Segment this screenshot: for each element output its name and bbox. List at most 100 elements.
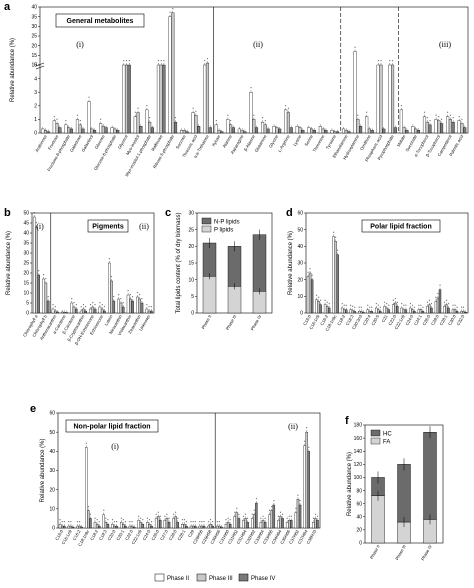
bar: [366, 309, 369, 314]
significance-mark: *: [250, 86, 252, 91]
significance-mark: *: [380, 59, 382, 64]
bar: [95, 523, 99, 529]
bar: [43, 130, 48, 134]
significance-mark: *: [238, 512, 240, 517]
significance-mark: *: [427, 300, 429, 305]
significance-mark: *: [371, 305, 373, 310]
category-label: Galactinol: [80, 134, 94, 153]
bar: [58, 523, 62, 529]
category-label: C20:5: [370, 313, 380, 326]
bar: [159, 64, 163, 134]
bottom-legend: Phase II Phase III Phase IV: [154, 573, 275, 582]
bar: [342, 309, 346, 314]
axis-break-marker: [35, 62, 45, 70]
legend-label: Phase II: [167, 576, 189, 582]
bar: [79, 310, 83, 314]
bar: [400, 307, 404, 314]
bar: [58, 127, 62, 134]
bar: [392, 304, 395, 314]
bar: [316, 520, 319, 529]
legend-label: HC: [383, 432, 392, 438]
significance-mark: *: [54, 305, 56, 310]
bar: [182, 130, 186, 134]
category-label: C18:2: [89, 528, 99, 541]
y-tick-label: 45: [23, 221, 29, 227]
bar: [451, 121, 455, 134]
significance-mark: *: [107, 518, 109, 523]
bar: [422, 116, 427, 134]
bar: [113, 525, 116, 529]
bar: [120, 522, 123, 529]
significance-mark: *: [234, 510, 236, 515]
y-tick-label: 160: [354, 436, 363, 442]
bar: [324, 130, 328, 134]
significance-mark: *: [401, 103, 403, 108]
significance-mark: *: [461, 117, 463, 122]
bar: [249, 92, 253, 134]
bar: [301, 130, 305, 134]
axis-break-line: [35, 65, 45, 70]
bar: [226, 119, 230, 134]
bar: [167, 522, 171, 529]
bar: [295, 126, 299, 134]
bar: [112, 300, 116, 314]
bar: [385, 307, 388, 314]
category-label: C16:0: [54, 528, 64, 541]
significance-mark: *: [75, 303, 77, 308]
bar: [133, 116, 137, 134]
bar: [111, 523, 114, 529]
significance-mark: *: [326, 300, 328, 305]
y-axis-label: Relative abundance (%): [347, 452, 353, 516]
bar: [198, 525, 202, 529]
significance-mark: *: [192, 106, 194, 111]
legend-label: Phase III: [209, 576, 233, 582]
significance-mark: *: [380, 305, 382, 310]
bar: [275, 127, 279, 134]
bar: [358, 311, 361, 314]
bar: [78, 124, 82, 134]
bar: [132, 526, 136, 529]
bar: [411, 309, 414, 314]
category-label: C30:0: [447, 313, 457, 326]
significance-mark: *: [431, 302, 433, 307]
panel-c: c 0 5 10 15 20 25 30 Total lipids content (% of …: [165, 207, 273, 331]
bar: [71, 526, 75, 529]
significance-mark: *: [395, 297, 397, 302]
bar: [383, 306, 386, 314]
bar: [455, 311, 459, 314]
significance-mark: *: [386, 302, 388, 307]
significance-mark: *: [278, 514, 280, 519]
bar: [308, 272, 312, 314]
significance-mark: *: [403, 303, 405, 308]
bar: [80, 526, 83, 529]
bar: [205, 62, 210, 134]
significance-mark: *: [158, 59, 160, 64]
significance-mark: *: [130, 293, 132, 298]
significance-mark: *: [354, 305, 356, 310]
significance-mark: *: [369, 305, 371, 310]
significance-mark: *: [273, 499, 275, 504]
bar: [349, 309, 352, 314]
significance-mark: *: [77, 113, 79, 118]
bar: [279, 516, 282, 529]
bar: [425, 121, 429, 134]
y-tick-label: 40: [297, 244, 303, 250]
significance-mark: *: [172, 6, 174, 11]
bar: [387, 309, 391, 314]
significance-mark: *: [109, 257, 111, 262]
bar: [154, 518, 158, 529]
significance-mark: *: [401, 302, 403, 307]
bar: [98, 306, 102, 314]
bar: [61, 311, 64, 314]
bar: [315, 299, 318, 314]
bar: [263, 522, 267, 529]
bar: [370, 311, 373, 314]
category-label: C26:0: [421, 313, 431, 326]
bar: [345, 309, 348, 314]
bar: [124, 64, 129, 134]
panel-a: a 0 1 2 3 4 510 15 20 25 30 35 40 Relative abundance …: [4, 1, 469, 177]
significance-mark: *: [377, 303, 379, 308]
category-label: C24:0: [142, 528, 152, 541]
significance-mark: *: [262, 514, 264, 519]
significance-mark: *: [285, 103, 287, 108]
